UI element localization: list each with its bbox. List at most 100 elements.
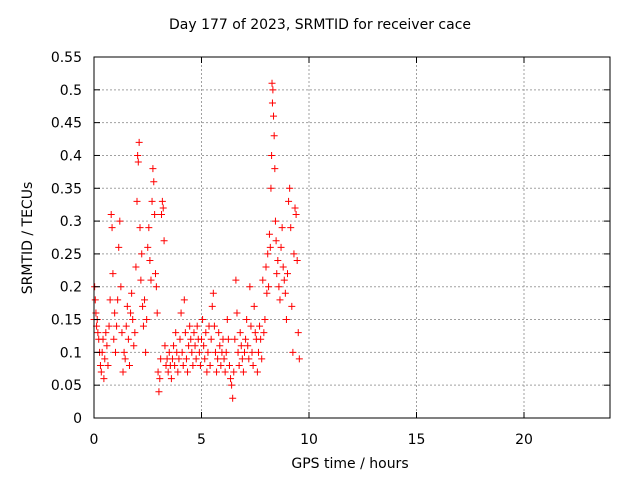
data-point — [143, 316, 151, 324]
data-point — [206, 361, 214, 369]
data-point — [97, 368, 105, 376]
data-point — [278, 224, 286, 232]
data-point — [161, 342, 169, 350]
chart-title: Day 177 of 2023, SRMTID for receiver cac… — [169, 17, 471, 33]
y-tick-label: 0.5 — [60, 83, 82, 99]
data-point — [236, 329, 244, 337]
data-point — [275, 283, 283, 291]
x-tick-label: 15 — [408, 432, 426, 448]
data-point — [193, 322, 201, 330]
data-point — [233, 309, 241, 317]
data-point — [187, 335, 195, 343]
plot-frame — [93, 56, 611, 419]
data-point — [200, 342, 208, 350]
data-point — [120, 348, 128, 356]
data-point — [231, 335, 239, 343]
data-point — [250, 302, 258, 310]
data-point — [186, 322, 194, 330]
data-point — [142, 348, 150, 356]
data-point — [288, 302, 296, 310]
data-point — [221, 368, 229, 376]
data-point — [199, 316, 207, 324]
data-point — [155, 388, 163, 396]
data-point — [131, 329, 139, 337]
data-point — [94, 329, 102, 337]
data-point — [147, 276, 155, 284]
data-point — [292, 211, 300, 219]
data-point — [109, 270, 117, 278]
data-point — [294, 329, 302, 337]
data-point — [263, 289, 271, 297]
data-point — [254, 348, 262, 356]
y-tick-label: 0.2 — [60, 280, 82, 296]
data-point — [124, 335, 132, 343]
data-point — [238, 355, 246, 363]
x-tick-label: 20 — [515, 432, 533, 448]
data-point — [181, 329, 189, 337]
data-point — [158, 211, 166, 219]
data-point — [249, 361, 257, 369]
data-point — [244, 342, 252, 350]
data-point — [261, 316, 269, 324]
data-point — [242, 335, 250, 343]
data-point — [234, 348, 242, 356]
data-point — [175, 355, 183, 363]
x-tick-label: 10 — [300, 432, 318, 448]
data-point — [264, 250, 272, 258]
y-tick-label: 0.45 — [51, 116, 82, 132]
data-point — [184, 368, 192, 376]
data-point — [253, 368, 261, 376]
data-point — [265, 283, 273, 291]
data-point — [153, 309, 161, 317]
data-point — [101, 355, 109, 363]
y-axis-label: SRMTID / TECUs — [20, 181, 36, 295]
data-point — [180, 296, 188, 304]
data-point — [195, 348, 203, 356]
axis-ticks: 0 5 10 15 20 0 0.05 0.1 0.15 0.2 0.25 0.3 0.35 0.4 0.4… — [51, 50, 610, 448]
data-point — [92, 309, 100, 317]
data-point — [129, 316, 137, 324]
data-point — [277, 243, 285, 251]
data-point — [102, 329, 110, 337]
data-point — [271, 217, 279, 225]
data-point — [135, 138, 143, 146]
data-point — [107, 211, 115, 219]
data-point — [224, 335, 232, 343]
data-point — [121, 355, 129, 363]
data-point — [290, 250, 298, 258]
data-point — [164, 368, 172, 376]
data-point — [225, 361, 233, 369]
data-point — [203, 368, 211, 376]
data-point — [235, 361, 243, 369]
data-point — [223, 316, 231, 324]
data-point — [128, 289, 136, 297]
data-point — [257, 335, 265, 343]
data-point — [172, 329, 180, 337]
y-tick-label: 0.15 — [51, 313, 82, 329]
data-point — [179, 361, 187, 369]
data-point — [276, 296, 284, 304]
data-point — [232, 276, 240, 284]
data-point — [127, 309, 135, 317]
data-point — [279, 263, 287, 271]
data-point — [156, 375, 164, 383]
data-point — [209, 289, 217, 297]
data-point — [190, 329, 198, 337]
data-point — [274, 256, 282, 264]
y-tick-label: 0.35 — [51, 181, 82, 197]
data-point — [182, 355, 190, 363]
data-point — [150, 178, 158, 186]
data-point — [289, 348, 297, 356]
data-point — [270, 112, 278, 120]
data-point — [145, 224, 153, 232]
grid — [94, 57, 610, 418]
data-point — [157, 355, 165, 363]
data-point — [214, 355, 222, 363]
y-tick-label: 0.25 — [51, 247, 82, 263]
data-point — [258, 355, 266, 363]
data-point — [222, 348, 230, 356]
data-point — [106, 296, 114, 304]
data-point — [171, 361, 179, 369]
